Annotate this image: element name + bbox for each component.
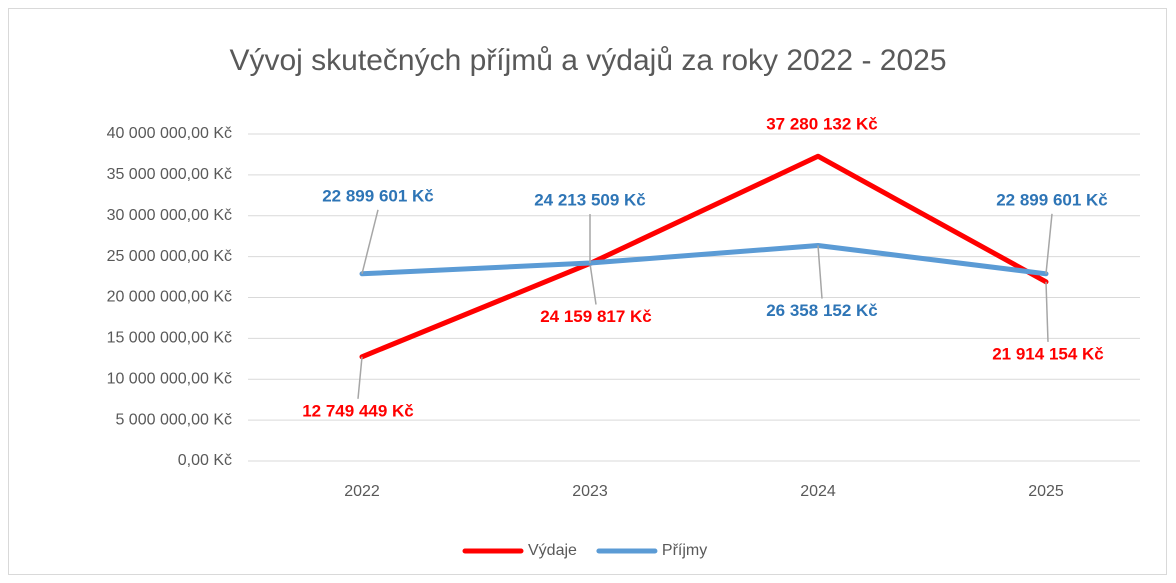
x-tick-label: 2025 — [1028, 483, 1064, 500]
data-label: 22 899 601 Kč — [996, 190, 1108, 209]
y-tick-label: 25 000 000,00 Kč — [107, 248, 232, 265]
x-tick-label: 2022 — [344, 483, 380, 500]
y-tick-label: 0,00 Kč — [178, 452, 232, 469]
leader-line — [357, 356, 363, 399]
leader-line — [1045, 213, 1053, 274]
y-tick-label: 20 000 000,00 Kč — [107, 289, 232, 306]
x-tick-label: 2024 — [800, 483, 836, 500]
x-tick-label: 2023 — [572, 483, 608, 500]
line-series — [359, 153, 1049, 360]
data-label: 37 280 132 Kč — [766, 115, 878, 134]
y-tick-label: 40 000 000,00 Kč — [107, 125, 232, 142]
y-tick-label: 30 000 000,00 Kč — [107, 207, 232, 224]
leader-line — [817, 245, 823, 299]
data-label: 26 358 152 Kč — [766, 301, 878, 320]
chart-title: Vývoj skutečných příjmů a výdajů za roky… — [229, 44, 946, 77]
data-label: 22 899 601 Kč — [322, 186, 434, 205]
data-label: 24 159 817 Kč — [540, 307, 652, 326]
y-tick-label: 15 000 000,00 Kč — [107, 330, 232, 347]
legend-label: Příjmy — [662, 542, 707, 559]
data-label: 21 914 154 Kč — [992, 344, 1104, 363]
y-tick-label: 10 000 000,00 Kč — [107, 370, 232, 387]
legend-label: Výdaje — [528, 542, 577, 559]
leader-line — [361, 209, 379, 274]
y-tick-label: 35 000 000,00 Kč — [107, 166, 232, 183]
data-label: 24 213 509 Kč — [534, 191, 646, 210]
y-tick-label: 5 000 000,00 Kč — [115, 411, 232, 428]
chart-border — [8, 8, 1167, 575]
data-label: 12 749 449 Kč — [302, 401, 414, 420]
leader-line — [589, 263, 597, 305]
line-series — [359, 243, 1049, 277]
leader-line — [1045, 281, 1049, 342]
